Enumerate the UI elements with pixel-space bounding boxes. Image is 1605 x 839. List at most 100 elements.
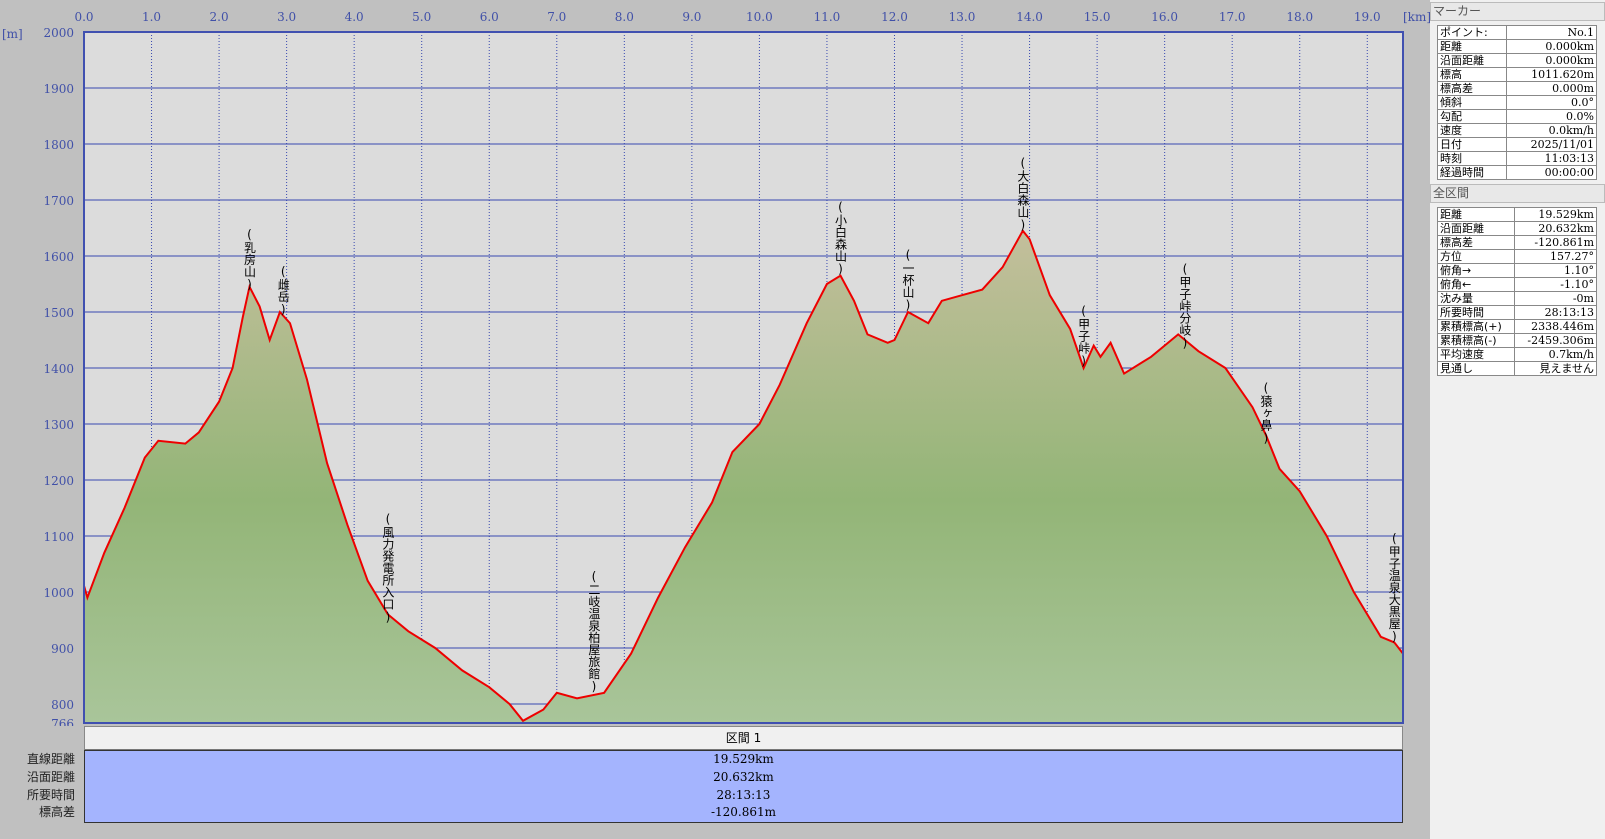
peak-annotation: (乳房山) bbox=[242, 227, 256, 291]
info-row: 俯角→ 1.10° bbox=[1437, 263, 1598, 278]
info-row: 標高差 0.000m bbox=[1436, 81, 1597, 96]
elevation-area bbox=[84, 230, 1403, 724]
info-value: 0.0km/h bbox=[1506, 123, 1597, 138]
info-row: 傾斜 0.0° bbox=[1436, 95, 1597, 110]
y-tick-label: 1800 bbox=[43, 138, 74, 152]
segment-duration: 28:13:13 bbox=[716, 787, 771, 802]
info-value: 0.7km/h bbox=[1513, 347, 1598, 362]
info-row: 累積標高(-) -2459.306m bbox=[1437, 333, 1598, 348]
total-table: 距離 19.529km 沿面距離 20.632km 標高差 -120.861m 方位 157.… bbox=[1437, 207, 1598, 376]
elevation-line bbox=[83, 229, 1404, 723]
info-label: 俯角← bbox=[1437, 277, 1515, 292]
x-tick-label: 16.0 bbox=[1151, 10, 1178, 24]
info-row: 方位 157.27° bbox=[1437, 249, 1598, 264]
peak-annotation: (大白森山) bbox=[1016, 156, 1030, 232]
x-tick-label: 7.0 bbox=[547, 10, 566, 24]
info-value: 見えません bbox=[1513, 361, 1598, 376]
total-section-header[interactable]: 全区間 bbox=[1430, 184, 1605, 203]
info-label: 平均速度 bbox=[1437, 347, 1515, 362]
y-tick-label: 1500 bbox=[43, 306, 74, 320]
info-label: 方位 bbox=[1437, 249, 1515, 264]
info-row: 時刻 11:03:13 bbox=[1436, 151, 1597, 166]
info-value: 1011.620m bbox=[1506, 67, 1597, 82]
peak-annotation: (甲子峠分岐) bbox=[1178, 262, 1192, 350]
segment-label: 所要時間 bbox=[26, 787, 75, 802]
info-row: 日付 2025/11/01 bbox=[1436, 137, 1597, 152]
info-row: 速度 0.0km/h bbox=[1436, 123, 1597, 138]
info-label: 見通し bbox=[1437, 361, 1515, 376]
peak-annotation: (甲子峠) bbox=[1077, 304, 1091, 368]
info-row: 所要時間 28:13:13 bbox=[1437, 305, 1598, 320]
x-tick-label: 1.0 bbox=[142, 10, 161, 24]
y-tick-label: 1200 bbox=[43, 474, 74, 488]
info-row: 見通し 見えません bbox=[1437, 361, 1598, 376]
info-value: 157.27° bbox=[1513, 249, 1598, 264]
info-value: 0.000m bbox=[1506, 81, 1597, 96]
x-tick-label: 10.0 bbox=[746, 10, 773, 24]
x-tick-label: 9.0 bbox=[682, 10, 701, 24]
info-label: 所要時間 bbox=[1437, 305, 1515, 320]
info-value: 0.0° bbox=[1506, 95, 1597, 110]
segment-elevation-diff: -120.861m bbox=[710, 805, 777, 820]
segment-labels: 直線距離 沿面距離 所要時間 標高差 bbox=[0, 751, 75, 822]
info-value: -1.10° bbox=[1513, 277, 1598, 292]
info-row: 距離 19.529km bbox=[1437, 207, 1598, 222]
info-row: 沿面距離 0.000km bbox=[1436, 53, 1597, 68]
x-tick-label: 18.0 bbox=[1286, 10, 1313, 24]
info-row: 俯角← -1.10° bbox=[1437, 277, 1598, 292]
peak-annotation: (雌岳) bbox=[276, 264, 290, 316]
info-row: 沈み量 -0m bbox=[1437, 291, 1598, 306]
segment-straight-distance: 19.529km bbox=[713, 752, 774, 766]
marker-section-header[interactable]: マーカー bbox=[1430, 2, 1605, 21]
segment-label: 標高差 bbox=[38, 805, 75, 820]
x-tick-label: 15.0 bbox=[1084, 10, 1111, 24]
info-label: 距離 bbox=[1436, 39, 1508, 54]
info-label: ポイント: bbox=[1436, 25, 1508, 40]
peak-annotation: (猿ヶ鼻) bbox=[1259, 381, 1273, 445]
y-tick-label: 1900 bbox=[43, 82, 74, 96]
info-label: 沈み量 bbox=[1437, 291, 1515, 306]
y-tick-label: 766 bbox=[51, 717, 74, 726]
info-label: 傾斜 bbox=[1436, 95, 1508, 110]
info-label: 勾配 bbox=[1436, 109, 1508, 124]
info-label: 俯角→ bbox=[1437, 263, 1515, 278]
info-row: 距離 0.000km bbox=[1436, 39, 1597, 54]
segment-header[interactable]: 区間 1 bbox=[84, 726, 1403, 751]
info-row: 標高差 -120.861m bbox=[1437, 235, 1598, 250]
x-tick-label: 3.0 bbox=[277, 10, 296, 24]
info-row: ポイント: No.1 bbox=[1436, 25, 1597, 40]
x-tick-label: 2.0 bbox=[210, 10, 229, 24]
x-tick-label: 6.0 bbox=[480, 10, 499, 24]
segment-values: 19.529km 20.632km 28:13:13 -120.861m bbox=[84, 750, 1403, 823]
y-unit-label: [m] bbox=[2, 27, 23, 41]
info-value: 2338.446m bbox=[1513, 319, 1598, 334]
info-label: 沿面距離 bbox=[1436, 53, 1508, 68]
x-tick-label: 4.0 bbox=[345, 10, 364, 24]
info-label: 日付 bbox=[1436, 137, 1508, 152]
peak-annotation: (甲子温泉大黒屋) bbox=[1387, 531, 1401, 643]
x-tick-label: 11.0 bbox=[814, 10, 841, 24]
info-row: 平均速度 0.7km/h bbox=[1437, 347, 1598, 362]
x-tick-label: 8.0 bbox=[615, 10, 634, 24]
marker-table: ポイント: No.1 距離 0.000km 沿面距離 0.000km 標高 1011.620m… bbox=[1436, 25, 1597, 180]
x-tick-label: 13.0 bbox=[949, 10, 976, 24]
segment-label: 沿面距離 bbox=[26, 769, 75, 784]
y-tick-label: 1700 bbox=[43, 194, 74, 208]
info-value: 19.529km bbox=[1513, 207, 1598, 222]
info-value: 2025/11/01 bbox=[1506, 137, 1597, 152]
info-value: -2459.306m bbox=[1513, 333, 1598, 348]
info-value: 1.10° bbox=[1513, 263, 1598, 278]
x-tick-label: 0.0 bbox=[74, 10, 93, 24]
info-value: 0.0% bbox=[1506, 109, 1597, 124]
elevation-profile-chart[interactable]: [m] [km] 2000 1900 1800 1700 1600 1500 1400 130… bbox=[0, 0, 1430, 726]
info-row: 勾配 0.0% bbox=[1436, 109, 1597, 124]
y-tick-label: 1100 bbox=[43, 530, 74, 544]
y-tick-label: 900 bbox=[51, 642, 74, 656]
info-label: 標高 bbox=[1436, 67, 1508, 82]
info-row: 標高 1011.620m bbox=[1436, 67, 1597, 82]
y-tick-label: 800 bbox=[51, 698, 74, 712]
info-value: 00:00:00 bbox=[1506, 165, 1597, 180]
segment-label: 直線距離 bbox=[26, 752, 75, 766]
info-label: 累積標高(-) bbox=[1437, 333, 1515, 348]
y-tick-label: 1300 bbox=[43, 418, 74, 432]
